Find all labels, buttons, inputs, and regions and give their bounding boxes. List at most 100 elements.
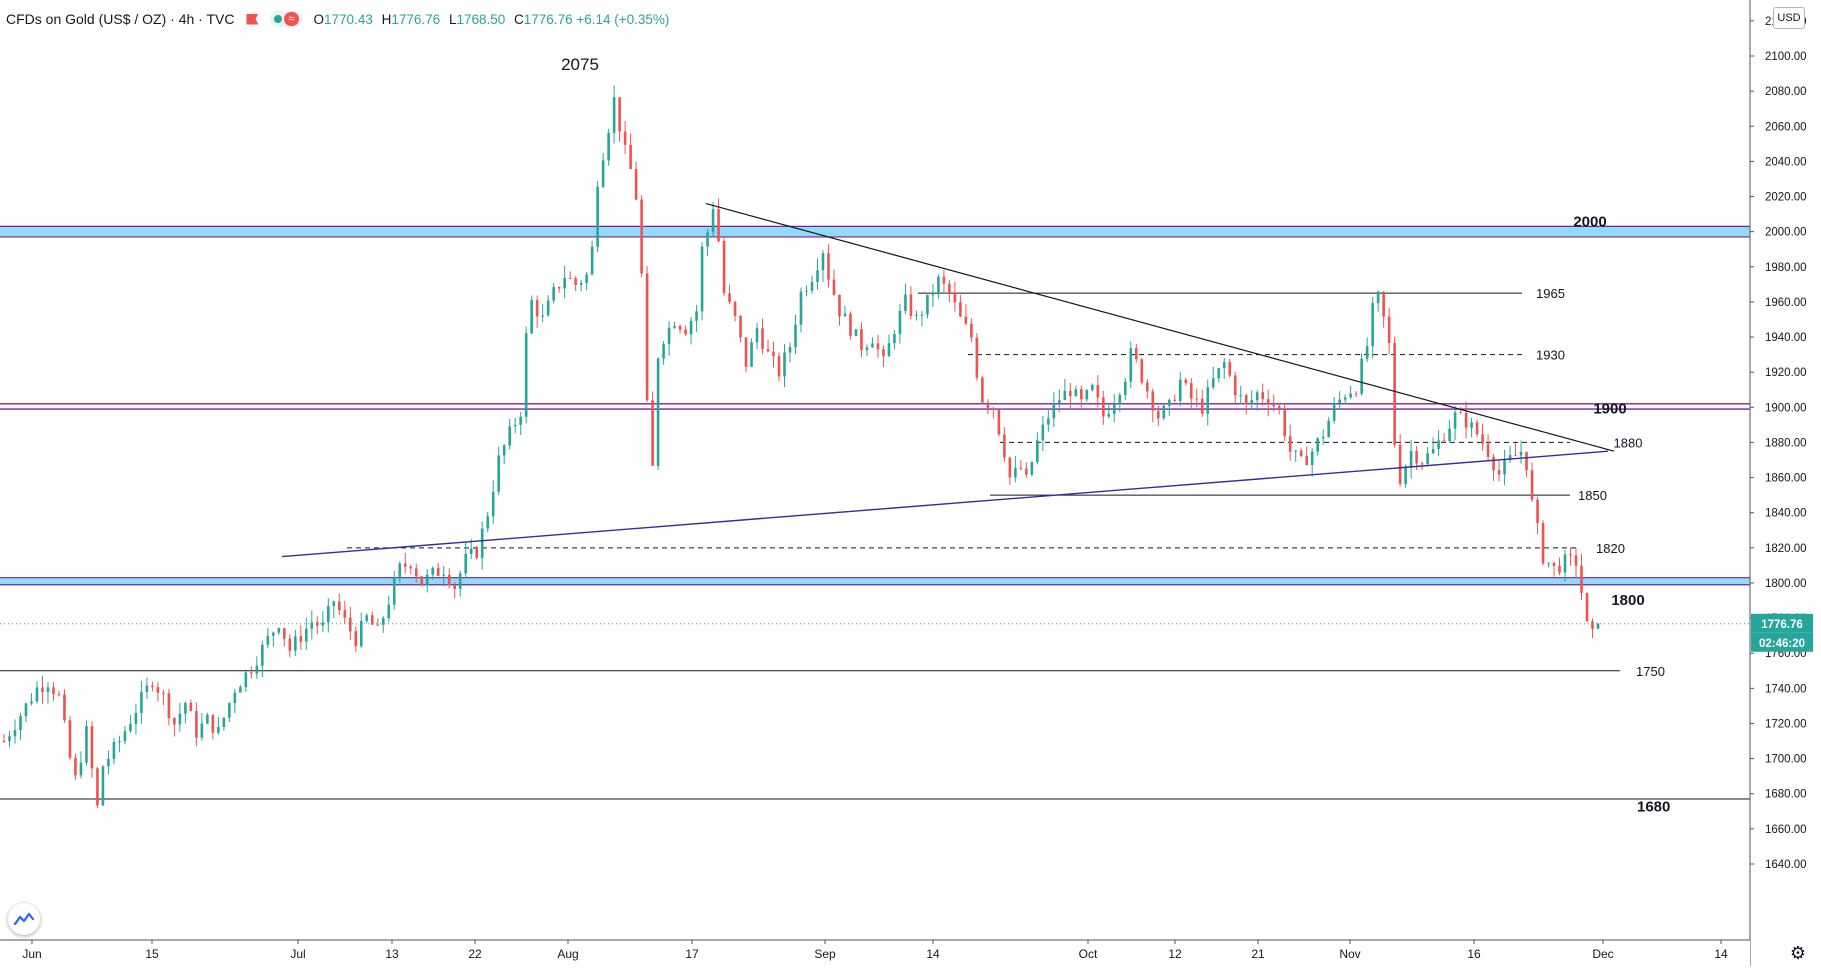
candle — [1503, 449, 1506, 486]
candle-body — [508, 426, 511, 446]
candle-body — [1569, 554, 1572, 556]
candle — [1580, 554, 1583, 601]
candle — [876, 334, 880, 358]
candle-body — [667, 327, 671, 345]
candle — [1030, 461, 1034, 477]
candle-body — [1222, 362, 1226, 369]
candle-body — [1497, 470, 1501, 475]
candle — [425, 569, 429, 593]
x-tick-label: 21 — [1251, 947, 1265, 961]
candle-body — [425, 574, 429, 586]
candle — [266, 627, 270, 649]
x-tick-label: Oct — [1079, 947, 1098, 961]
candle — [1123, 377, 1127, 401]
candle — [24, 702, 28, 723]
candle-body — [1019, 467, 1023, 469]
candle — [1228, 358, 1232, 378]
candle — [700, 242, 704, 321]
candle-body — [1255, 392, 1259, 401]
currency-badge[interactable]: USD — [1773, 7, 1805, 29]
x-tick-label: Jul — [290, 947, 305, 961]
annotation-label-1930: 1930 — [1536, 348, 1565, 363]
candle — [189, 699, 193, 712]
candle-body — [904, 294, 907, 311]
descending-trendline — [705, 202, 1615, 452]
candle — [376, 618, 380, 626]
candle-body — [1354, 393, 1358, 395]
candle-body — [19, 716, 22, 731]
candle — [1486, 434, 1490, 462]
trendlines-layer — [281, 202, 1615, 558]
wave-icon: ≈ — [284, 12, 299, 26]
candle-body — [1091, 384, 1094, 391]
candle-body — [222, 717, 226, 728]
candle — [799, 287, 803, 333]
candle — [1426, 446, 1429, 467]
candle — [728, 284, 731, 305]
candle — [409, 564, 413, 575]
candle-body — [1580, 565, 1583, 593]
candle-body — [1184, 379, 1188, 384]
candle — [316, 616, 319, 635]
candle — [134, 703, 138, 735]
candle — [893, 330, 896, 350]
chart-logo-icon[interactable] — [8, 903, 40, 935]
candle — [118, 735, 121, 753]
candle — [403, 552, 407, 574]
candle-body — [1167, 399, 1171, 406]
candle-body — [409, 566, 413, 569]
countdown-badge-bg — [1751, 632, 1813, 652]
candle — [277, 627, 281, 635]
price-badge-text: 1776.76 — [1761, 619, 1803, 631]
candle — [491, 480, 495, 524]
candle-body — [1591, 621, 1594, 629]
candle-body — [118, 741, 121, 743]
candle — [1255, 389, 1259, 411]
candle — [1552, 562, 1556, 577]
candle-body — [854, 329, 858, 336]
candle — [843, 305, 847, 317]
candle — [733, 300, 737, 322]
candle-body — [316, 622, 319, 626]
candle — [1025, 462, 1028, 478]
candle — [63, 688, 66, 724]
candle-body — [794, 324, 797, 348]
candle — [1283, 402, 1286, 442]
candle — [997, 408, 1001, 437]
candle-body — [442, 574, 446, 576]
candle-body — [827, 253, 830, 280]
candle-body — [1365, 346, 1369, 359]
candle-body — [255, 665, 259, 674]
candle — [1327, 417, 1330, 438]
candle-body — [337, 601, 341, 611]
x-tick-label: Jun — [22, 947, 41, 961]
indicator-pill[interactable]: ≈ — [270, 11, 303, 27]
candle-body — [689, 320, 693, 335]
candle — [508, 418, 511, 450]
gear-icon[interactable]: ⚙ — [1789, 943, 1807, 963]
candle — [453, 582, 457, 598]
candle — [354, 626, 358, 652]
candle — [1184, 377, 1188, 386]
candle — [1530, 462, 1534, 502]
candle-body — [239, 687, 242, 693]
candle-body — [728, 293, 731, 302]
candle — [1036, 432, 1039, 465]
candle — [1591, 618, 1594, 639]
candle — [1266, 389, 1270, 417]
candle — [1014, 456, 1017, 483]
candle — [398, 561, 402, 583]
candle-body — [414, 568, 418, 577]
candle — [772, 341, 775, 368]
candle — [942, 269, 946, 294]
candle-body — [513, 424, 517, 427]
candle-body — [1162, 405, 1166, 419]
candle-body — [1393, 342, 1396, 445]
candle-body — [1437, 440, 1440, 449]
y-tick-label: 2060.00 — [1765, 121, 1807, 133]
candle-body — [1129, 348, 1133, 382]
candle — [832, 269, 836, 296]
candle — [414, 563, 418, 583]
